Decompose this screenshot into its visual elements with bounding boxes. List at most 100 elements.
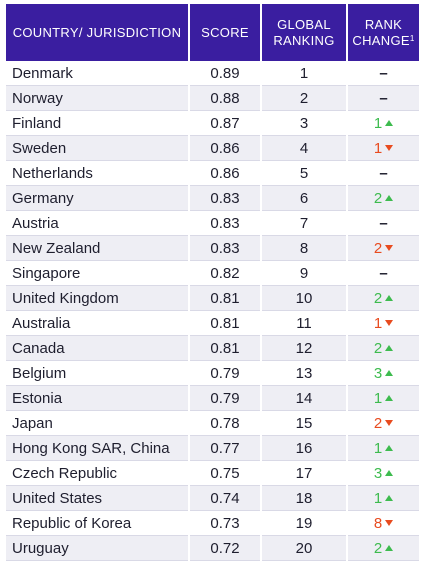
table-header: COUNTRY/ JURISDICTION SCORE GLOBAL RANKI… <box>6 4 419 61</box>
table-row: Hong Kong SAR, China 0.77 16 1 <box>6 436 419 461</box>
global-ranking-cell: 10 <box>262 286 346 311</box>
score-cell: 0.74 <box>190 486 260 511</box>
rank-change-cell: 2 <box>348 411 419 436</box>
header-score: SCORE <box>190 4 260 61</box>
score-cell: 0.83 <box>190 211 260 236</box>
rank-change-cell: 1 <box>348 136 419 161</box>
score-cell: 0.81 <box>190 311 260 336</box>
score-cell: 0.73 <box>190 511 260 536</box>
global-ranking-cell: 7 <box>262 211 346 236</box>
header-rank-change: RANK CHANGE1 <box>348 4 419 61</box>
score-cell: 0.86 <box>190 136 260 161</box>
country-cell: Uruguay <box>6 536 188 561</box>
triangle-down-icon <box>385 419 394 426</box>
triangle-down-icon <box>385 519 394 526</box>
triangle-up-icon <box>385 444 394 451</box>
footnote-marker: 1 <box>409 33 415 43</box>
triangle-down-icon <box>385 144 394 151</box>
triangle-down-icon <box>385 319 394 326</box>
rank-change-cell: 1 <box>348 486 419 511</box>
rank-change-cell: – <box>348 161 419 186</box>
country-cell: Canada <box>6 336 188 361</box>
rank-change-cell: 2 <box>348 286 419 311</box>
rank-change-cell: 2 <box>348 336 419 361</box>
score-cell: 0.72 <box>190 536 260 561</box>
rank-change-cell: – <box>348 61 419 86</box>
triangle-up-icon <box>385 394 394 401</box>
table-row: Canada 0.81 12 2 <box>6 336 419 361</box>
score-cell: 0.79 <box>190 361 260 386</box>
triangle-up-icon <box>385 294 394 301</box>
rank-change-cell: 1 <box>348 111 419 136</box>
country-cell: Denmark <box>6 61 188 86</box>
country-cell: Germany <box>6 186 188 211</box>
rank-change-value: 1 <box>373 439 383 457</box>
score-cell: 0.81 <box>190 286 260 311</box>
country-cell: Finland <box>6 111 188 136</box>
table-row: Singapore 0.82 9 – <box>6 261 419 286</box>
table-row: Australia 0.81 11 1 <box>6 311 419 336</box>
country-cell: United Kingdom <box>6 286 188 311</box>
no-change-dash-icon: – <box>379 164 388 182</box>
triangle-up-icon <box>385 344 394 351</box>
table-row: Germany 0.83 6 2 <box>6 186 419 211</box>
table-row: Belgium 0.79 13 3 <box>6 361 419 386</box>
table-row: Netherlands 0.86 5 – <box>6 161 419 186</box>
score-cell: 0.86 <box>190 161 260 186</box>
global-ranking-cell: 13 <box>262 361 346 386</box>
global-ranking-cell: 20 <box>262 536 346 561</box>
table-row: Norway 0.88 2 – <box>6 86 419 111</box>
table-row: Czech Republic 0.75 17 3 <box>6 461 419 486</box>
global-ranking-cell: 12 <box>262 336 346 361</box>
rank-change-cell: – <box>348 261 419 286</box>
country-cell: Republic of Korea <box>6 511 188 536</box>
country-cell: New Zealand <box>6 236 188 261</box>
global-ranking-cell: 18 <box>262 486 346 511</box>
table-row: Republic of Korea 0.73 19 8 <box>6 511 419 536</box>
rank-change-cell: – <box>348 86 419 111</box>
table-row: Japan 0.78 15 2 <box>6 411 419 436</box>
score-cell: 0.81 <box>190 336 260 361</box>
no-change-dash-icon: – <box>379 264 388 282</box>
rank-change-value: 1 <box>373 489 383 507</box>
table-row: Austria 0.83 7 – <box>6 211 419 236</box>
score-cell: 0.83 <box>190 236 260 261</box>
rank-change-value: 2 <box>373 239 383 257</box>
table-row: Finland 0.87 3 1 <box>6 111 419 136</box>
rank-change-value: 2 <box>373 339 383 357</box>
no-change-dash-icon: – <box>379 64 388 82</box>
score-cell: 0.87 <box>190 111 260 136</box>
global-ranking-cell: 1 <box>262 61 346 86</box>
country-cell: Singapore <box>6 261 188 286</box>
rank-change-value: 8 <box>373 514 383 532</box>
global-ranking-cell: 14 <box>262 386 346 411</box>
triangle-up-icon <box>385 544 394 551</box>
global-ranking-cell: 9 <box>262 261 346 286</box>
score-cell: 0.75 <box>190 461 260 486</box>
rank-change-value: 2 <box>373 539 383 557</box>
country-cell: Austria <box>6 211 188 236</box>
global-ranking-cell: 5 <box>262 161 346 186</box>
triangle-down-icon <box>385 244 394 251</box>
header-global-ranking: GLOBAL RANKING <box>262 4 346 61</box>
rank-change-cell: 3 <box>348 461 419 486</box>
ranking-table: COUNTRY/ JURISDICTION SCORE GLOBAL RANKI… <box>4 4 421 561</box>
rank-change-cell: – <box>348 211 419 236</box>
header-country: COUNTRY/ JURISDICTION <box>6 4 188 61</box>
rank-change-value: 3 <box>373 464 383 482</box>
score-cell: 0.82 <box>190 261 260 286</box>
rank-change-cell: 3 <box>348 361 419 386</box>
rank-change-cell: 1 <box>348 311 419 336</box>
table-row: Sweden 0.86 4 1 <box>6 136 419 161</box>
global-ranking-cell: 19 <box>262 511 346 536</box>
score-cell: 0.79 <box>190 386 260 411</box>
global-ranking-cell: 11 <box>262 311 346 336</box>
rank-change-value: 1 <box>373 139 383 157</box>
triangle-up-icon <box>385 469 394 476</box>
global-ranking-cell: 4 <box>262 136 346 161</box>
country-cell: Czech Republic <box>6 461 188 486</box>
rank-change-value: 3 <box>373 364 383 382</box>
rank-change-value: 1 <box>373 314 383 332</box>
score-cell: 0.77 <box>190 436 260 461</box>
no-change-dash-icon: – <box>379 89 388 107</box>
